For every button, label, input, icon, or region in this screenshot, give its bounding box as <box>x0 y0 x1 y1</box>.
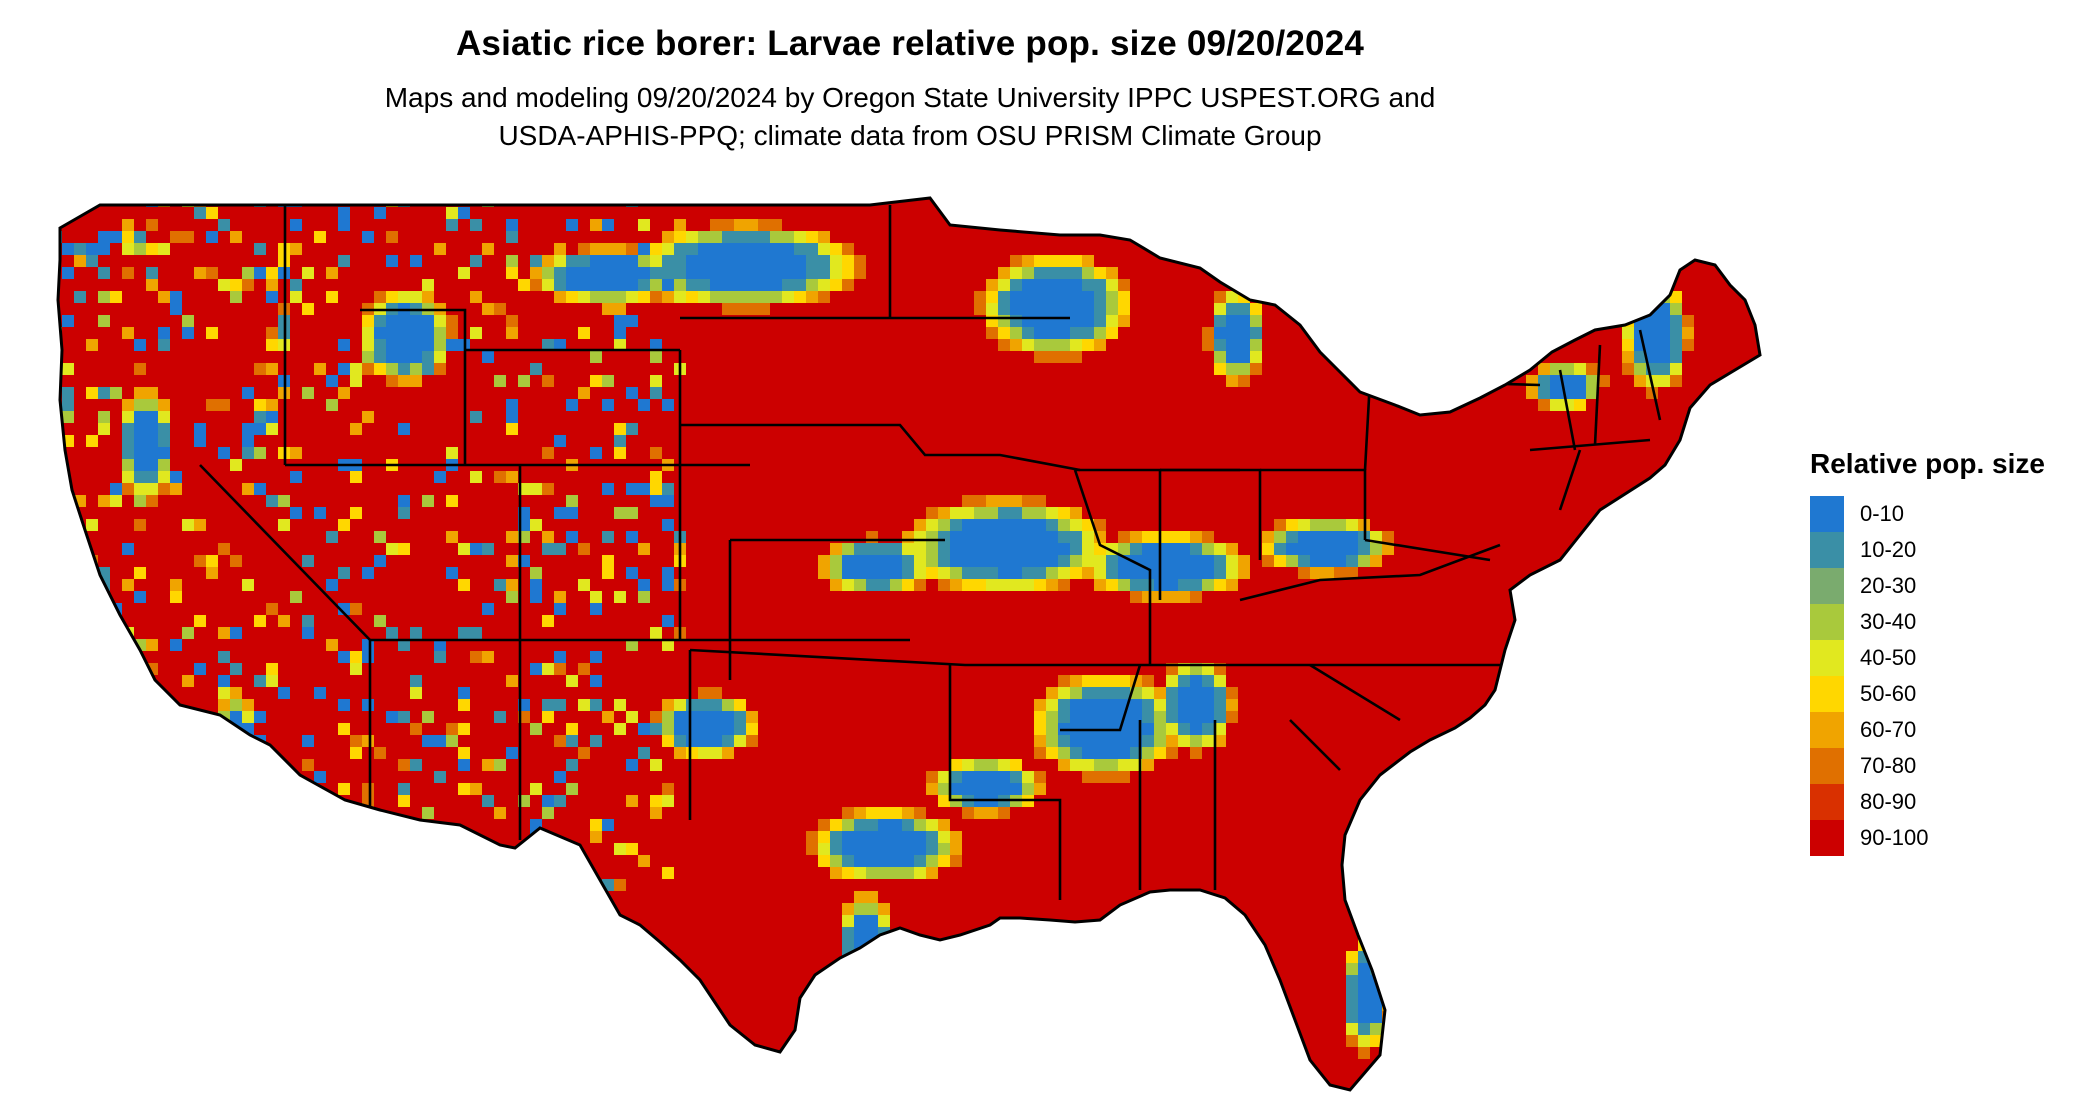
legend-item: 30-40 <box>1810 604 2090 640</box>
legend-item: 90-100 <box>1810 820 2090 856</box>
legend-label: 60-70 <box>1860 717 1917 742</box>
legend-item: 20-30 <box>1810 568 2090 604</box>
map-subtitle-line1: Maps and modeling 09/20/2024 by Oregon S… <box>384 82 1436 113</box>
legend-swatch <box>1810 820 1844 856</box>
state-boundaries <box>199 205 1662 900</box>
us-heatmap <box>56 196 1762 1092</box>
legend-label: 40-50 <box>1860 645 1917 670</box>
map-title: Asiatic rice borer: Larvae relative pop.… <box>455 24 1365 63</box>
legend-label: 90-100 <box>1860 825 1929 850</box>
legend-item: 50-60 <box>1810 676 2090 712</box>
legend-swatch <box>1810 496 1844 532</box>
map-subtitle-line2: USDA-APHIS-PPQ; climate data from OSU PR… <box>498 120 1322 151</box>
legend-label: 30-40 <box>1860 609 1917 634</box>
legend-swatch <box>1810 604 1844 640</box>
legend-label: 50-60 <box>1860 681 1917 706</box>
legend-item: 80-90 <box>1810 784 2090 820</box>
legend-item: 0-10 <box>1810 496 2090 532</box>
legend-swatch <box>1810 748 1844 784</box>
legend-item: 60-70 <box>1810 712 2090 748</box>
legend-label: 20-30 <box>1860 573 1917 598</box>
legend-swatch <box>1810 712 1844 748</box>
legend-swatch <box>1810 568 1844 604</box>
legend-item: 40-50 <box>1810 640 2090 676</box>
legend-item: 10-20 <box>1810 532 2090 568</box>
legend-items: 0-10 10-20 20-30 30-40 40-50 50-60 60-70 70-80 8… <box>1810 496 2090 856</box>
legend-label: 80-90 <box>1860 789 1917 814</box>
legend-label: 0-10 <box>1860 501 1905 526</box>
legend-title: Relative pop. size <box>1810 448 2045 479</box>
legend-item: 70-80 <box>1810 748 2090 784</box>
legend-swatch <box>1810 676 1844 712</box>
legend-swatch <box>1810 784 1844 820</box>
legend-swatch <box>1810 532 1844 568</box>
legend-label: 70-80 <box>1860 753 1917 778</box>
legend: Relative pop. size 0-10 10-20 20-30 30-40 40… <box>1810 448 2090 856</box>
legend-swatch <box>1810 640 1844 676</box>
legend-label: 10-20 <box>1860 537 1917 562</box>
